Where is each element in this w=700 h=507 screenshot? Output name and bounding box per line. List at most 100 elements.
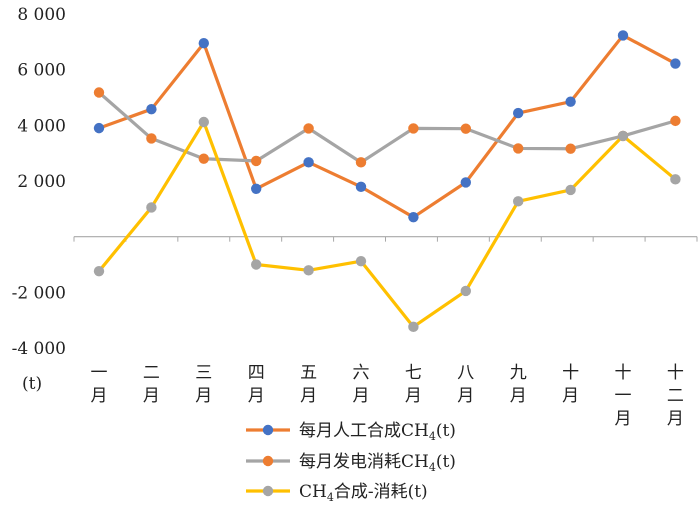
data-point <box>408 321 419 333</box>
x-tick-label-char: 四 <box>248 363 265 383</box>
legend-entry: 每月发电消耗CH4(t) <box>246 452 456 474</box>
x-tick-label-char: 一 <box>615 386 632 406</box>
legend-entry: CH4合成-消耗(t) <box>246 482 428 504</box>
series-line <box>97 33 678 219</box>
x-tick-label-char: 月 <box>195 386 212 406</box>
legend-label-part: CH <box>401 452 429 472</box>
legend-label-part: CH <box>299 482 327 502</box>
data-point <box>93 265 105 277</box>
data-point <box>355 157 367 168</box>
x-tick-label-char: 月 <box>667 409 684 429</box>
data-point <box>513 196 524 207</box>
y-tick-label: 2 000 <box>17 172 66 192</box>
legend-label-part: 4 <box>429 461 436 474</box>
series-1 <box>93 87 681 168</box>
y-tick-label: 6 000 <box>17 61 66 81</box>
data-point <box>617 30 629 41</box>
series-line <box>97 90 678 164</box>
y-tick-label: 4 000 <box>17 116 66 136</box>
legend-label: 每月人工合成CH4(t) <box>299 421 456 443</box>
legend-label-part: 合成-消耗(t) <box>334 482 428 502</box>
y-unit-label: (t) <box>22 374 42 394</box>
x-tick-label: 十月 <box>562 363 579 406</box>
legend-label-part: (t) <box>436 452 456 472</box>
series-line <box>97 120 678 329</box>
legend-marker <box>262 424 274 436</box>
x-tick-label: 十二月 <box>667 363 684 429</box>
x-tick-label-char: 月 <box>510 386 527 406</box>
x-tick-label-char: 十 <box>615 363 632 383</box>
data-point <box>460 285 471 297</box>
data-point <box>251 259 262 270</box>
x-tick-label-char: 二 <box>667 386 684 406</box>
x-tick-label: 七月 <box>405 363 422 406</box>
data-point <box>460 177 471 188</box>
x-tick-label-char: 月 <box>300 386 317 406</box>
legend-marker <box>262 485 274 497</box>
x-tick-label: 九月 <box>510 363 527 406</box>
data-point <box>355 181 367 193</box>
data-point <box>198 116 209 128</box>
x-tick-label-char: 二 <box>143 363 160 383</box>
x-tick-label-char: 五 <box>300 363 317 383</box>
x-tick-label: 三月 <box>195 363 212 406</box>
legend: 每月人工合成CH4(t)每月发电消耗CH4(t)CH4合成-消耗(t) <box>246 421 456 504</box>
data-point <box>93 122 105 134</box>
data-point <box>513 107 524 119</box>
x-tick-label-char: 月 <box>248 386 265 406</box>
x-tick-label-char: 月 <box>615 409 632 429</box>
y-tick-label: -2 000 <box>12 283 66 303</box>
data-point <box>198 153 209 164</box>
x-tick-label: 八月 <box>457 363 474 406</box>
x-tick-label-char: 一 <box>91 363 108 383</box>
x-tick-label: 四月 <box>248 363 265 406</box>
data-point <box>565 184 576 196</box>
data-point <box>303 157 314 168</box>
x-tick-label-char: 九 <box>510 363 527 383</box>
legend-entry: 每月人工合成CH4(t) <box>246 421 456 443</box>
data-point <box>303 265 314 276</box>
data-point <box>565 96 576 107</box>
data-point <box>617 130 629 142</box>
y-tick-label: -4 000 <box>12 339 66 359</box>
legend-label-part: CH <box>401 421 429 441</box>
series-2 <box>93 116 681 333</box>
x-tick-label-char: 十 <box>667 363 684 383</box>
x-tick-label-char: 月 <box>91 386 108 406</box>
legend-label-part: (t) <box>436 421 456 441</box>
x-tick-label-char: 八 <box>457 363 474 383</box>
data-point <box>670 115 681 127</box>
data-point <box>460 123 471 134</box>
y-tick-label: 8 000 <box>17 5 66 25</box>
x-tick-label-char: 月 <box>353 386 370 406</box>
data-point <box>408 123 419 134</box>
x-tick-label-char: 月 <box>143 386 160 406</box>
legend-marker <box>262 455 274 467</box>
data-point <box>251 155 262 167</box>
data-point <box>670 174 681 185</box>
x-tick-label-char: 月 <box>562 386 579 406</box>
data-point <box>146 202 157 213</box>
data-point <box>198 38 209 49</box>
data-point <box>146 103 157 115</box>
x-tick-label-char: 十 <box>562 363 579 383</box>
x-tick-label: 二月 <box>143 363 160 406</box>
data-point <box>303 123 314 134</box>
y-axis: 8 000 6 000 4 000 2 000 -2 000 -4 000 (t) <box>12 5 66 394</box>
x-tick-label: 六月 <box>353 363 370 406</box>
x-tick-label: 五月 <box>300 363 317 406</box>
series-0 <box>93 30 681 223</box>
x-tick-label: 十一月 <box>615 363 632 429</box>
x-tick-label: 一月 <box>91 363 108 406</box>
x-tick-label-char: 七 <box>405 363 422 383</box>
legend-label-part: 4 <box>327 491 334 504</box>
x-tick-label-char: 月 <box>457 386 474 406</box>
x-tick-label-char: 月 <box>405 386 422 406</box>
data-point <box>93 87 105 98</box>
legend-label-part: 每月发电消耗 <box>299 452 401 472</box>
data-point <box>251 183 262 194</box>
data-point <box>670 58 681 69</box>
legend-label: 每月发电消耗CH4(t) <box>299 452 456 474</box>
